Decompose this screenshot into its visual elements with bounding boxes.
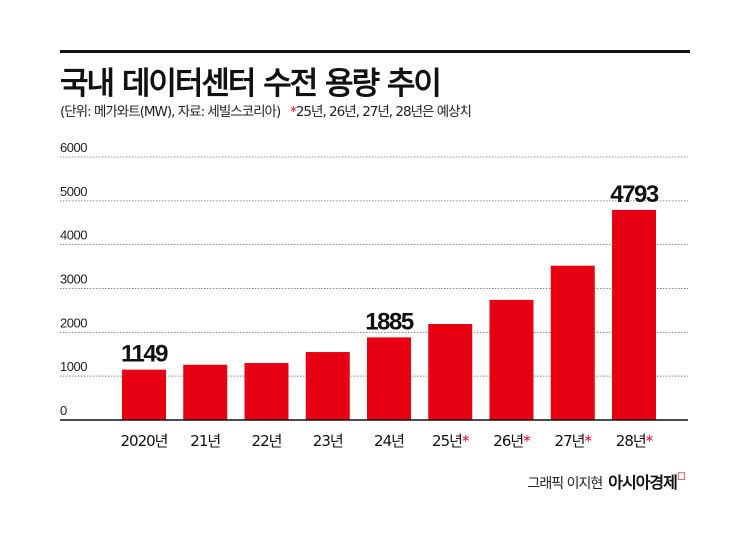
forecast-star: * — [523, 432, 531, 450]
y-tick-label: 2000 — [60, 315, 87, 330]
y-tick-label: 4000 — [60, 228, 87, 243]
x-tick-label: 24년 — [374, 432, 404, 450]
bar — [612, 209, 656, 420]
bar — [305, 352, 350, 420]
data-label: 1149 — [121, 341, 168, 368]
y-tick-label: 6000 — [60, 140, 87, 155]
bar — [244, 363, 289, 420]
bar — [367, 337, 411, 420]
x-tick-label: 22년 — [252, 432, 282, 450]
forecast-star: * — [462, 432, 470, 450]
x-tick-label: 27년* — [555, 432, 593, 450]
logo-mark-icon: ◻ — [676, 469, 686, 482]
x-tick-label: 21년 — [190, 432, 220, 450]
x-tick-label: 23년 — [313, 432, 343, 450]
top-rule — [60, 50, 690, 53]
y-tick-label: 3000 — [60, 272, 87, 287]
bar — [428, 324, 473, 420]
bar — [122, 369, 166, 420]
credit-line: 그래픽 이지현 아시아경제◻ — [527, 469, 687, 493]
forecast-star: * — [584, 432, 592, 450]
credit: 그래픽 이지현 — [527, 476, 604, 492]
bar — [183, 364, 228, 420]
publisher-logo: 아시아경제 — [608, 473, 678, 492]
x-tick-label: 26년* — [493, 432, 531, 450]
unit-source: (단위: 메가와트(MW), 자료: 세빌스코리아) — [60, 104, 281, 120]
y-tick-label: 0 — [60, 403, 67, 418]
bar — [550, 265, 595, 420]
y-tick-label: 5000 — [60, 184, 87, 199]
forecast-note: 25년, 26년, 27년, 28년은 예상치 — [295, 104, 472, 120]
y-tick-label: 1000 — [60, 359, 87, 374]
x-tick-label: 2020년 — [121, 432, 168, 450]
bar — [489, 299, 534, 420]
x-tick-label: 28년* — [616, 432, 654, 450]
chart-subtitle: (단위: 메가와트(MW), 자료: 세빌스코리아) *25년, 26년, 27… — [60, 100, 472, 120]
x-tick-label: 25년* — [432, 432, 470, 450]
chart-title: 국내 데이터센터 수전 용량 추이 — [60, 66, 442, 102]
data-label: 1885 — [365, 308, 414, 335]
forecast-star: * — [290, 104, 297, 120]
forecast-star: * — [646, 432, 654, 450]
data-label: 4793 — [610, 181, 659, 208]
